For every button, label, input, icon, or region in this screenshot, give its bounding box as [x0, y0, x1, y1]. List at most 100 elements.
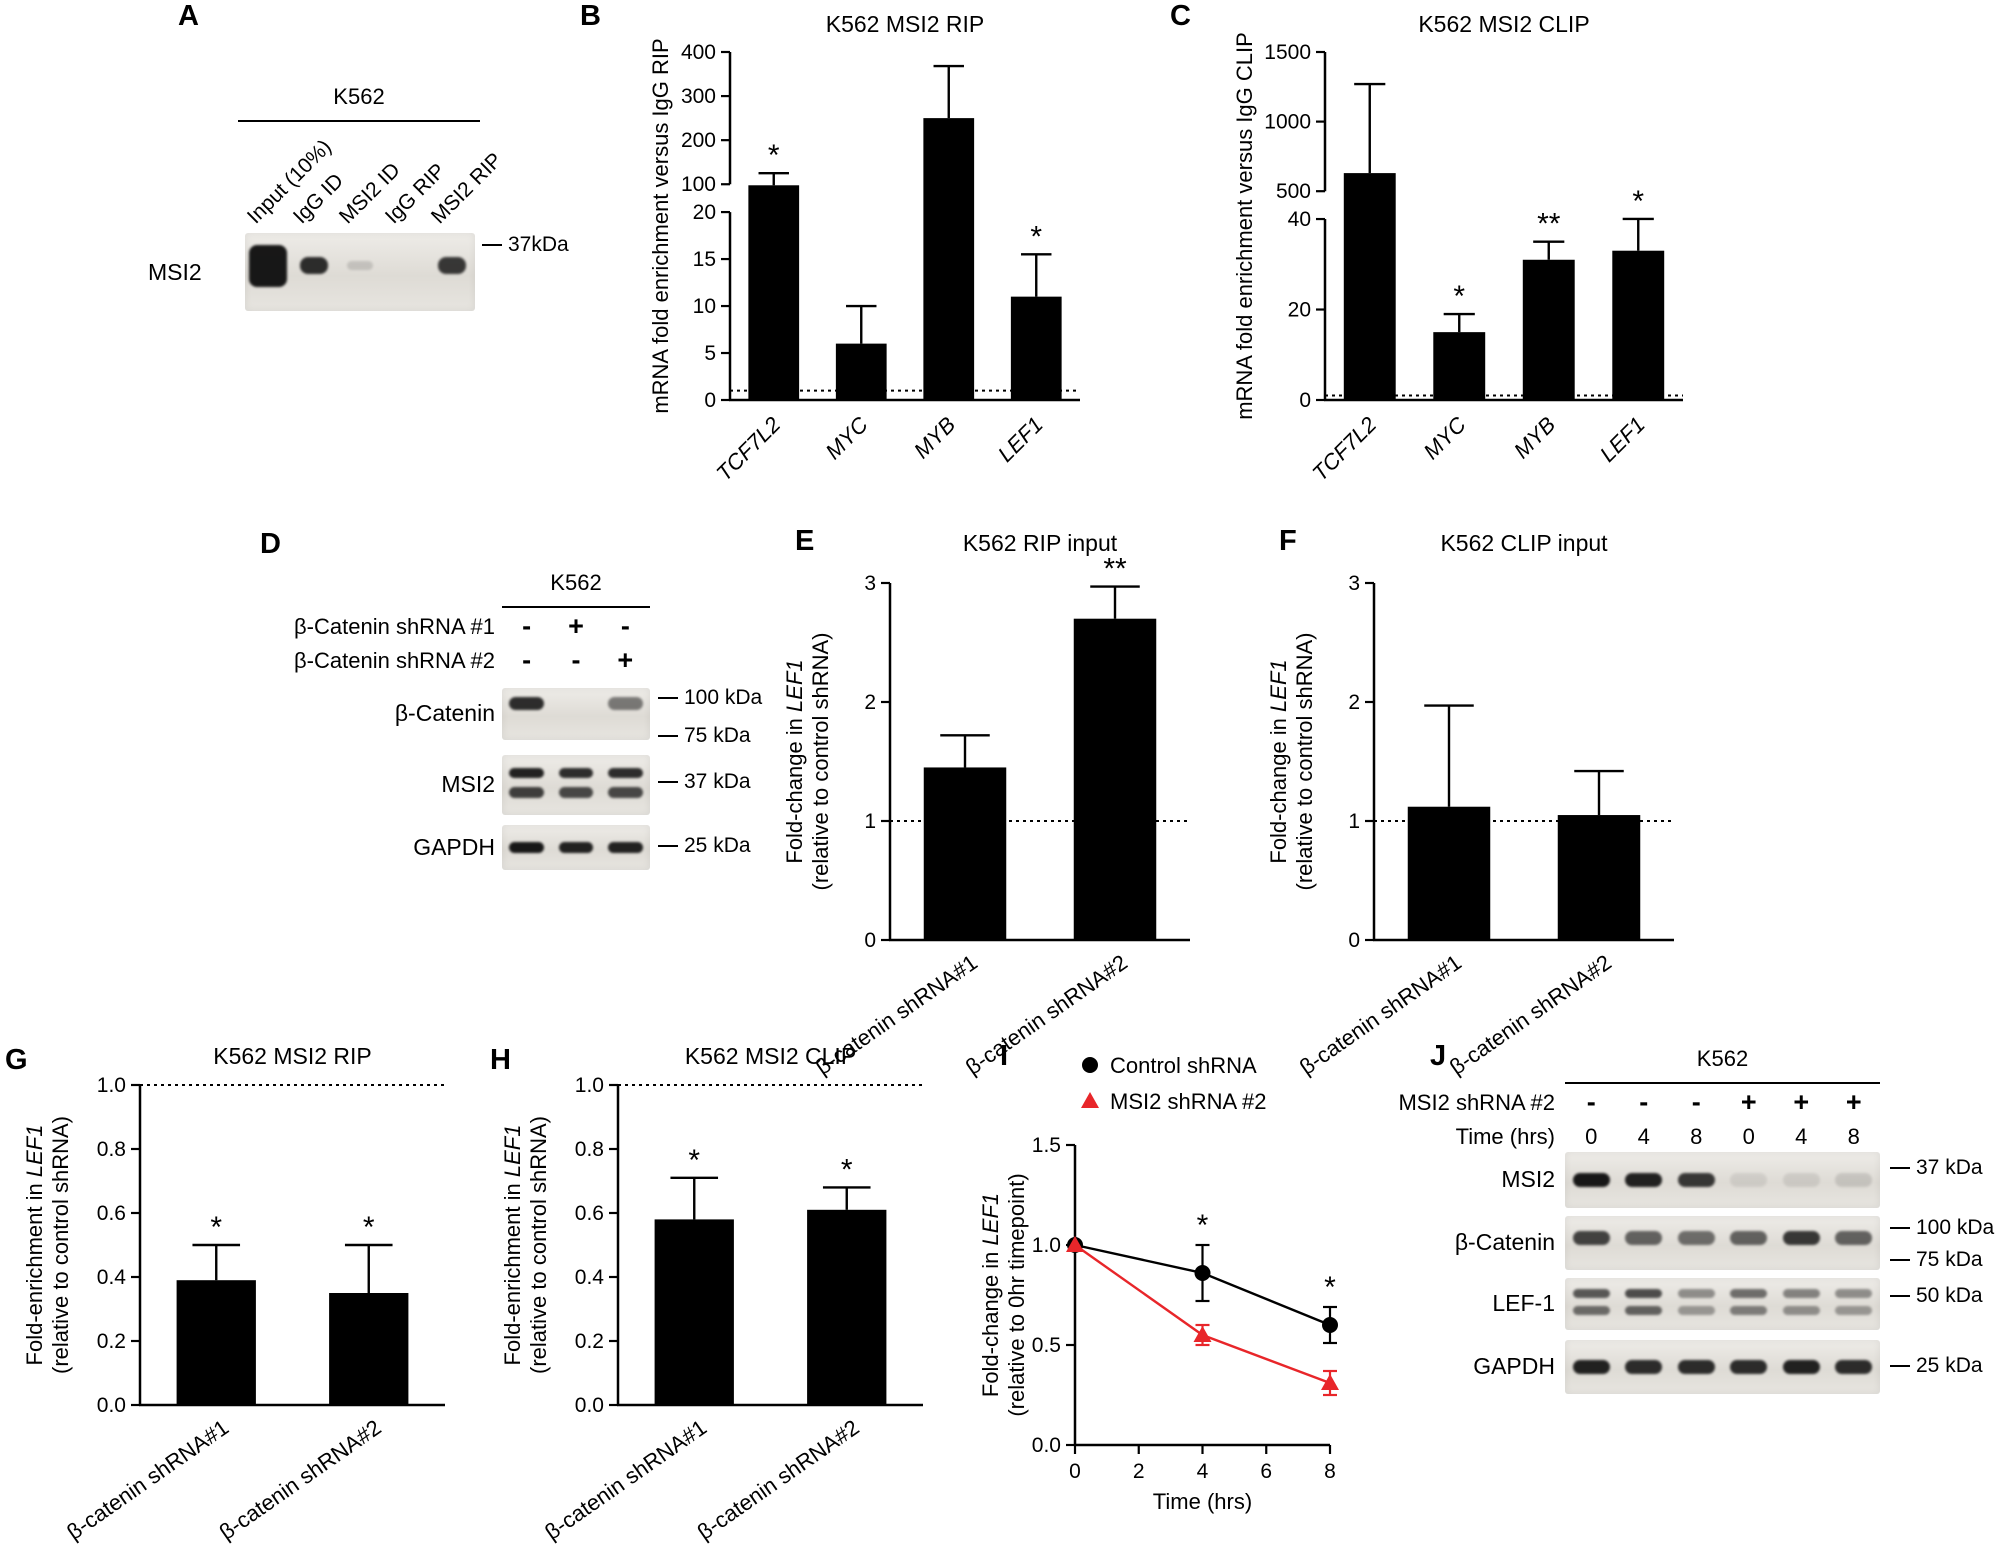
protein-band — [1677, 1305, 1715, 1315]
protein-band — [299, 257, 329, 275]
protein-band — [1625, 1172, 1663, 1188]
panel-d-label: D — [260, 528, 281, 560]
marker-dash — [658, 844, 678, 848]
y-tick-label: 20 — [693, 201, 716, 224]
data-point-circle — [1322, 1317, 1338, 1333]
blot-image — [1565, 1152, 1880, 1208]
protein-name: MSI2 — [441, 771, 495, 797]
panel-a-label: A — [178, 0, 199, 32]
bar-chart-msi2-clip-enrichment: K562 MSI2 CLIP 0 20 40 500 1000 1500 TCF7L2 * MYC… — [1148, 0, 1708, 505]
panel-j: J K562 MSI2 shRNA #2 - - - + + + Time (hrs) 0 4 8 0 4… — [1395, 1040, 2000, 1555]
label-text: Fold-enrichment in — [22, 1177, 47, 1365]
bar — [1343, 173, 1396, 400]
panel-g: G K562 MSI2 RIP 0.0 0.2 0.4 0.6 0.8 1.0 * β-cate… — [0, 1040, 478, 1555]
data-point-triangle — [1321, 1374, 1339, 1390]
label-text: Fold-change in — [1266, 712, 1291, 864]
condition-value: 0 — [1585, 1124, 1598, 1149]
bar — [1073, 618, 1157, 940]
protein-band — [1782, 1288, 1820, 1299]
cell-line-overline — [1565, 1082, 1880, 1085]
protein-band — [1572, 1359, 1610, 1374]
blot-image — [1565, 1340, 1880, 1394]
y-axis-label: Fold-enrichment in LEF1 — [22, 1125, 47, 1366]
label-text: Fold-change in — [978, 1245, 1003, 1397]
y-tick-label: 1 — [864, 810, 876, 833]
protein-band — [509, 786, 544, 798]
significance-star: * — [1197, 1209, 1209, 1242]
protein-band — [1835, 1288, 1873, 1299]
blot-image — [1565, 1216, 1880, 1270]
bar — [654, 1219, 734, 1405]
molecular-weight-marker: 75 kDa — [658, 724, 751, 748]
y-axis-label: Fold-change in LEF1 — [1266, 659, 1291, 863]
label-italic-gene: LEF1 — [500, 1125, 525, 1178]
condition-name: MSI2 shRNA #2 — [1398, 1090, 1555, 1115]
bar-chart-msi2-rip-lef1: K562 MSI2 RIP 0.0 0.2 0.4 0.6 0.8 1.0 * β-cateni… — [0, 1040, 478, 1555]
panel-e-label: E — [795, 525, 815, 557]
data-point-circle — [1194, 1265, 1211, 1281]
bar — [1010, 296, 1062, 400]
y-tick-label: 300 — [681, 85, 716, 108]
x-tick-label: 8 — [1324, 1460, 1336, 1483]
protein-band — [1572, 1305, 1610, 1315]
condition-value: - — [522, 611, 532, 641]
y-tick-label: 0 — [1348, 929, 1360, 952]
marker-dash — [658, 780, 678, 784]
y-tick-label: 400 — [681, 41, 716, 64]
condition-value: - — [522, 645, 532, 675]
protein-band — [1782, 1305, 1820, 1315]
y-axis-label: (relative to control shRNA) — [808, 633, 833, 891]
protein-band — [1782, 1359, 1820, 1374]
mw-marker-label: 37 kDa — [1916, 1156, 1983, 1179]
significance-star: * — [1030, 220, 1042, 253]
protein-band — [1572, 1230, 1610, 1245]
panel-e: E K562 RIP input 0 1 2 3 β-catenin shRNA#1 ** β… — [768, 515, 1233, 1080]
y-axis-label: (relative to 0hr timepoint) — [1004, 1173, 1029, 1416]
legend-marker-circle — [1082, 1057, 1098, 1073]
condition-name: β-Catenin shRNA #2 — [294, 648, 495, 673]
western-blot-bcatenin-knockdown: K562 β-Catenin shRNA #1 - + - β-Catenin shRNA… — [250, 520, 790, 940]
x-category-label: β-catenin shRNA#1 — [62, 1415, 233, 1545]
molecular-weight-marker: 37 kDa — [658, 770, 751, 794]
condition-name: Time (hrs) — [1455, 1124, 1555, 1149]
molecular-weight-marker: 37kDa — [482, 233, 569, 257]
western-blot-msi2-knockdown-timecourse: K562 MSI2 shRNA #2 - - - + + + Time (hrs) 0 4 8 0 4 8 M… — [1395, 1040, 2000, 1555]
y-tick-label: 0.5 — [1032, 1334, 1061, 1357]
condition-value: - — [1691, 1087, 1701, 1117]
condition-value: 4 — [1795, 1124, 1808, 1149]
protein-band — [1677, 1288, 1715, 1299]
chart-svg: K562 MSI2 CLIP 0 20 40 500 1000 1500 TCF7L2 * MYC… — [1232, 11, 1683, 486]
y-tick-label: 0.0 — [97, 1394, 126, 1417]
protein-band — [608, 767, 643, 779]
bar — [176, 1280, 256, 1405]
mw-marker-label: 50 kDa — [1916, 1284, 1983, 1307]
chart-title: K562 MSI2 RIP — [213, 1043, 372, 1069]
protein-band — [558, 786, 594, 798]
condition-value: - — [1639, 1087, 1649, 1117]
protein-band — [558, 841, 594, 854]
y-tick-label: 200 — [681, 129, 716, 152]
y-axis-label: mRNA fold enrichment versus IgG CLIP — [1232, 32, 1257, 420]
x-category-label: β-catenin shRNA#2 — [215, 1415, 386, 1545]
marker-dash — [482, 243, 502, 247]
protein-name: β-Catenin — [1454, 1229, 1555, 1255]
bar — [329, 1293, 409, 1405]
condition-value: 8 — [1690, 1124, 1703, 1149]
label-text: Fold-change in — [782, 712, 807, 864]
protein-band — [1835, 1359, 1873, 1374]
x-category-label: MYB — [909, 412, 960, 463]
protein-name: MSI2 — [148, 259, 202, 285]
mw-marker-label: 75 kDa — [684, 724, 751, 747]
chart-title: K562 RIP input — [963, 530, 1118, 556]
y-tick-label: 0.4 — [97, 1266, 127, 1289]
y-tick-label: 3 — [1348, 572, 1360, 595]
significance-star: * — [688, 1144, 700, 1177]
bar — [923, 767, 1007, 940]
significance-star: * — [768, 139, 780, 172]
panel-j-label: J — [1430, 1040, 1447, 1072]
blot-image — [502, 755, 650, 815]
molecular-weight-marker: 37 kDa — [1890, 1156, 1983, 1180]
y-tick-label: 0.4 — [575, 1266, 605, 1289]
protein-band — [249, 244, 287, 287]
bar — [748, 185, 800, 400]
